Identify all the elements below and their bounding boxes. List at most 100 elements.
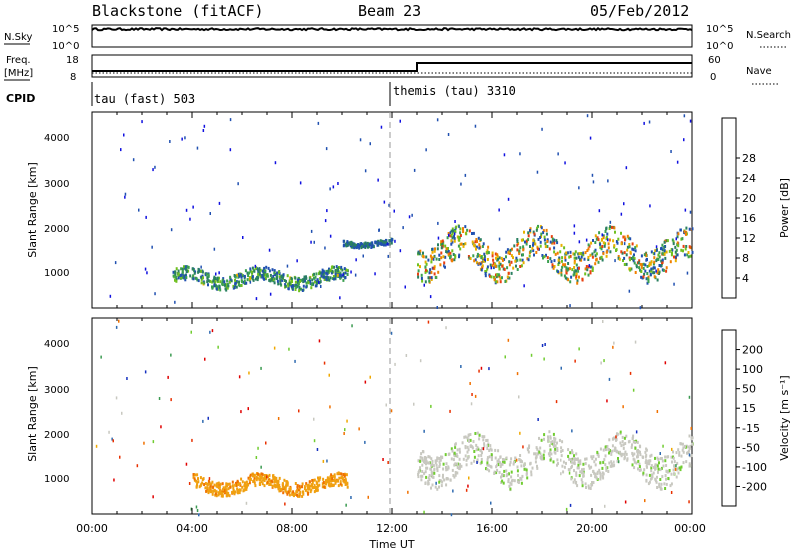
echo-cell [592,239,594,242]
noise-echo-cell [260,465,262,469]
noise-echo-cell [189,217,191,221]
echo-cell [637,467,639,471]
echo-cell [554,448,557,451]
echo-cell [284,485,287,489]
echo-cell [240,284,243,287]
echo-cell [172,270,175,274]
echo-cell [539,236,542,239]
echo-cell [318,281,321,285]
echo-cell [464,435,467,439]
echo-cell [685,460,688,464]
echo-cell [323,485,326,489]
colorbar-tick-label: -15 [742,422,760,435]
noise-echo-cell [484,258,486,262]
echo-cell [329,484,331,488]
noise-echo-cell [195,505,198,509]
echo-cell [500,463,503,467]
noise-echo-cell [218,201,221,205]
echo-cell [338,266,340,269]
echo-cell [503,458,506,462]
echo-cell [476,431,479,435]
echo-cell [253,473,256,477]
echo-cell [430,457,433,461]
echo-cell [551,440,554,444]
echo-cell [642,266,645,270]
noise-echo-cell [688,500,690,504]
echo-cell [594,457,597,461]
noise-echo-cell [557,152,559,156]
echo-cell [213,488,216,492]
echo-cell [586,268,589,272]
noise-echo-cell [653,252,656,256]
echo-cell [660,246,663,250]
echo-cell [489,444,492,448]
noise-echo-cell [138,208,140,212]
echo-cell [297,282,300,286]
echo-cell [623,251,626,255]
echo-cell [518,249,521,253]
echo-cell [327,483,330,487]
echo-cell [627,440,630,444]
echo-cell [517,481,520,484]
noise-echo-cell [170,398,172,402]
echo-cell [603,458,606,462]
echo-cell [319,277,322,280]
echo-cell [631,463,634,467]
echo-cell [542,256,544,260]
echo-cell [498,256,501,260]
noise-echo-cell [469,382,471,385]
echo-cell [649,273,652,276]
echo-cell [336,472,339,476]
echo-cell [578,252,581,256]
echo-cell [516,238,519,241]
echo-cell [243,488,246,492]
echo-cell [638,266,641,270]
echo-cell [646,265,649,268]
noise-echo-cell [588,264,591,268]
echo-cell [332,483,335,487]
echo-cell [307,487,310,491]
echo-cell [234,490,237,494]
echo-cell [353,246,356,250]
echo-cell [522,253,524,257]
echo-cell [553,265,556,268]
echo-cell [225,494,228,498]
echo-cell [676,241,679,245]
echo-cell [181,271,184,275]
echo-cell [669,484,672,488]
echo-cell [532,243,534,247]
echo-cell [333,473,336,477]
echo-cell [262,478,265,482]
echo-cell [654,249,657,253]
echo-cell [463,435,466,439]
echo-cell [442,467,445,471]
echo-cell [458,238,461,242]
noise-echo-cell [326,459,328,463]
echo-cell [274,479,277,483]
echo-cell [567,267,570,271]
echo-cell [619,452,622,456]
echo-cell [579,459,582,463]
echo-cell [554,252,557,256]
echo-cell [497,461,500,464]
echo-cell [481,245,484,248]
echo-cell [664,459,667,463]
echo-cell [680,454,683,458]
noise-echo-cell [612,345,614,349]
echo-cell [596,450,599,454]
echo-cell [248,278,251,282]
echo-cell [217,481,220,485]
echo-cell [659,478,662,481]
noise-echo-cell [100,355,102,359]
echo-cell [273,476,276,480]
noise-echo-cell [245,501,248,505]
echo-cell [424,270,427,274]
echo-cell [602,236,605,240]
echo-cell [426,466,429,470]
echo-cell [473,259,476,263]
echo-cell [340,476,343,480]
echo-cell [468,256,471,260]
echo-cell [602,252,605,256]
echo-cell [672,468,675,472]
echo-cell [257,269,260,273]
